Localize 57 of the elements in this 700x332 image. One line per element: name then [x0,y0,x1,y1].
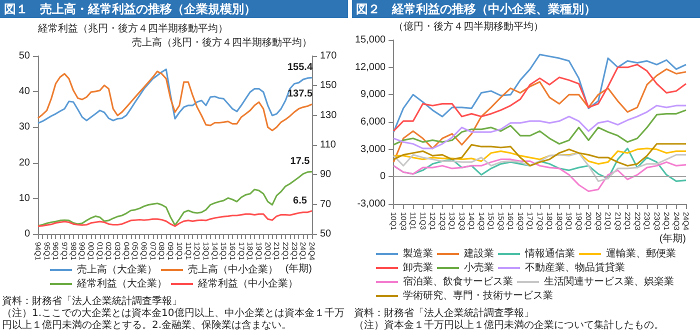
text: （注）1.ここでの大企業とは資本金10億円以上、中小企業とは資本金１千万円以上１億円未満の企業とする。2.金融業、保険業は含まない。 [2,308,346,332]
y-tick-label: 12,000 [354,62,386,73]
legend-label: 情報通信業 [524,248,575,260]
y-axis-title: （億円・後方４四半期移動平均） [394,20,544,32]
data-label: 17.5 [290,156,310,168]
chart-title: 図２ 経常利益の推移（中小企業、業種別） [352,0,700,18]
y2-tick-label: 90 [320,169,332,180]
y-tick-label: 10 [18,192,30,204]
legend-label: 製造業 [403,248,433,260]
y2-tick-label: 110 [320,140,336,150]
legend-label: 経常利益（大企業） [76,278,167,290]
y2-tick-label: 170 [320,50,338,62]
data-label: 137.5 [287,88,313,100]
chart-title: 図１ 売上高・経常利益の推移（企業規模別） [0,0,348,18]
legend-label: 売上高（中小企業） [188,264,278,276]
y-tick-label: 50 [18,50,30,62]
legend-label: 学術研究、専門・技術サービス業 [403,290,553,302]
y-tick-label: 40 [18,86,30,98]
text: （注）資本金１千万円以上１億円未満の企業について集計したもの。 [354,320,665,332]
line-series [37,210,313,227]
y-tick-label: 0 [24,228,30,240]
legend-label: 不動産業、物品賃貸業 [525,262,625,274]
y-tick-label: 6,000 [360,116,386,128]
line-series [37,70,313,132]
text: 資料：財務省「法人企業統計調査季報」 [354,308,535,320]
y-tick-label: 15,000 [354,34,386,46]
data-label: 6.5 [293,195,308,206]
y2-tick-label: 130 [320,110,338,121]
y2-axis-title: 売上高（兆円・後方４四半期移動平均） [132,36,312,48]
y-tick-label: 30 [18,122,30,133]
data-label: 155.4 [287,62,313,74]
y-tick-label: 0 [380,171,386,182]
y2-tick-label: 50 [320,228,332,240]
y-axis-title: 経常利益（兆円・後方４四半期移動平均） [37,22,228,34]
x-axis-title: (年期) [659,232,686,244]
legend-label: 売上高（大企業） [77,264,157,276]
line-series [392,143,687,167]
y-tick-label: 20 [18,157,30,168]
line-series [392,68,687,163]
legend-label: 小売業 [464,262,494,274]
y2-tick-label: 70 [320,198,332,210]
legend-label: 卸売業 [403,262,433,274]
y2-tick-label: 150 [320,80,338,92]
legend-label: 宿泊業、飲食サービス業 [403,276,513,288]
legend-label: 経常利益（中小企業） [197,278,298,290]
text: 資料：財務省「法人企業統計調査季報」 [2,296,183,308]
line-series [392,158,687,192]
legend-label: 運輸業、郵便業 [606,248,676,260]
line-series [37,170,313,227]
y-tick-label: 3,000 [360,144,386,155]
line-series [37,68,313,124]
y-tick-label: 9,000 [360,89,386,100]
line-series [392,148,687,165]
legend-label: 生活関連サービス業、娯楽業 [544,276,674,288]
legend-label: 建設業 [463,248,494,260]
y-tick-label: -3,000 [357,198,386,210]
x-axis-title: (年期) [285,262,312,274]
